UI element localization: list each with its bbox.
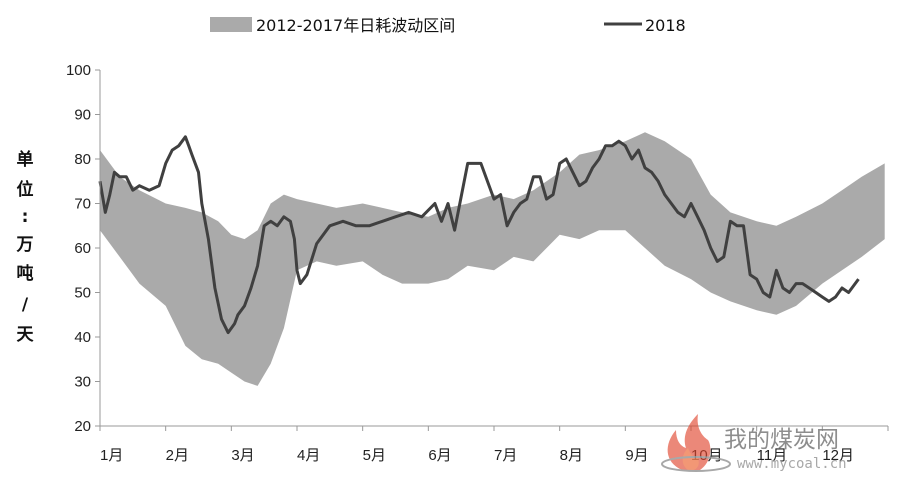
- y-axis-label-char: 吨: [17, 263, 34, 284]
- y-tick-label: 50: [74, 285, 91, 302]
- y-axis-label-char: :: [22, 207, 29, 227]
- x-tick-label: 8月: [560, 447, 583, 464]
- x-tick-label: 1月: [100, 447, 123, 464]
- y-tick-label: 60: [74, 240, 91, 257]
- x-tick-label: 5月: [363, 447, 386, 464]
- legend-line-label: 2018: [645, 16, 686, 35]
- y-tick-label: 20: [74, 418, 91, 435]
- y-axis-label-char: /: [22, 295, 29, 315]
- range-band-area: [100, 132, 885, 386]
- x-tick-label: 7月: [494, 447, 517, 464]
- watermark-url: www.mycoal.cn: [737, 456, 847, 472]
- y-tick-label: 80: [74, 151, 91, 168]
- flame-logo-icon: [661, 414, 731, 472]
- y-tick-label: 100: [66, 62, 91, 79]
- x-tick-label: 11月: [757, 447, 788, 464]
- y-axis-label-char: 万: [16, 235, 34, 255]
- x-tick-label: 3月: [231, 447, 254, 464]
- y-tick-label: 90: [74, 107, 91, 124]
- y-tick-label: 40: [74, 329, 91, 346]
- series-2018-line: [98, 135, 860, 335]
- x-tick-label: 12月: [822, 447, 854, 464]
- x-tick-label: 9月: [625, 447, 648, 464]
- y-tick-labels: 20 30 40 50 60 70 80 90 100: [66, 62, 100, 435]
- y-axis-label-char: 天: [17, 325, 35, 345]
- y-axis-label: 单位: 万吨 / 天: [16, 149, 35, 345]
- y-tick-label: 30: [74, 374, 91, 391]
- x-tick-label: 2月: [166, 447, 189, 464]
- y-tick-label: 70: [74, 196, 91, 213]
- series-2018-layer: [98, 135, 860, 335]
- watermark: 我的煤炭网 www.mycoal.cn: [661, 414, 847, 472]
- y-axis-label-char: 位: [17, 179, 34, 200]
- watermark-text: 我的煤炭网: [724, 427, 839, 453]
- x-tick-label: 4月: [297, 447, 320, 464]
- x-tick-labels: 1月2月3月4月5月6月7月8月9月10月11月12月: [99, 426, 889, 464]
- x-tick-label: 6月: [428, 447, 451, 464]
- y-axis-label-char: 单: [17, 149, 34, 170]
- legend-band-label: 2012-2017年日耗波动区间: [256, 16, 455, 35]
- legend: 2012-2017年日耗波动区间 2018: [210, 16, 686, 35]
- legend-band-swatch: [210, 17, 252, 32]
- range-band-layer: [100, 132, 885, 386]
